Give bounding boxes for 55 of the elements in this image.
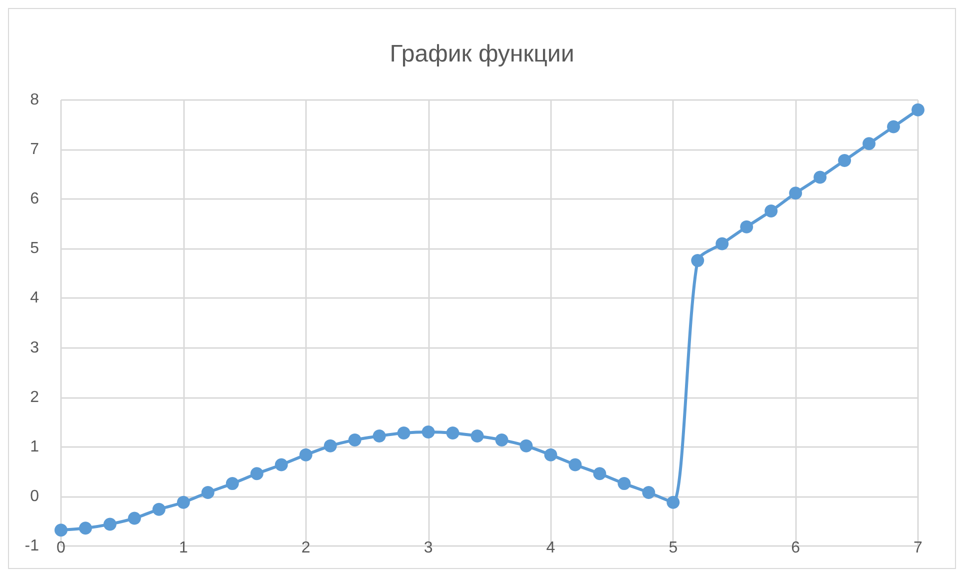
point (299, 448, 312, 462)
y-tick-label: 0 (30, 488, 40, 505)
x-tick-label: 3 (424, 540, 433, 556)
x-tick-label: 0 (56, 540, 66, 556)
point (54, 524, 68, 537)
point (274, 458, 288, 472)
point (250, 467, 264, 480)
point (740, 220, 754, 234)
point (544, 448, 558, 462)
point (176, 496, 190, 509)
point (568, 458, 582, 472)
point (495, 433, 508, 446)
point (152, 502, 166, 516)
point (764, 204, 778, 218)
x-tick-label: 1 (178, 540, 188, 556)
point (912, 103, 924, 116)
point (470, 429, 484, 442)
point (201, 486, 214, 499)
point (372, 429, 386, 442)
x-tick-label: 5 (668, 540, 678, 556)
y-tick-label: 8 (30, 92, 40, 108)
y-tick-label: 3 (30, 339, 40, 356)
point (128, 512, 141, 525)
point (789, 186, 802, 200)
chart-title: График функции (390, 40, 574, 68)
y-tick-label: 1 (30, 438, 40, 456)
point (838, 154, 852, 167)
y-tick-label: 7 (30, 141, 40, 158)
point (446, 426, 460, 440)
x-tick-label: 4 (546, 540, 556, 556)
point (887, 120, 900, 134)
y-tick-label: 6 (30, 190, 40, 208)
point (618, 477, 631, 490)
point (716, 237, 729, 250)
point (103, 518, 116, 531)
point (666, 496, 680, 509)
point (348, 433, 362, 446)
point (642, 486, 656, 499)
point (397, 426, 410, 440)
point (324, 439, 337, 452)
y-tick-label: 2 (30, 388, 40, 406)
point (520, 439, 533, 452)
y-tick-label: 5 (30, 240, 40, 258)
x-tick-label: 2 (301, 540, 310, 556)
y-tick-label: 4 (30, 290, 40, 307)
point (593, 467, 606, 480)
x-tick-label: 6 (791, 540, 800, 556)
point (862, 137, 876, 150)
x-tick-label: 7 (914, 540, 923, 556)
point (691, 254, 704, 268)
point (422, 426, 435, 439)
point (79, 522, 92, 535)
point (814, 170, 827, 184)
point (226, 477, 239, 490)
y-tick-label: -1 (24, 538, 40, 554)
